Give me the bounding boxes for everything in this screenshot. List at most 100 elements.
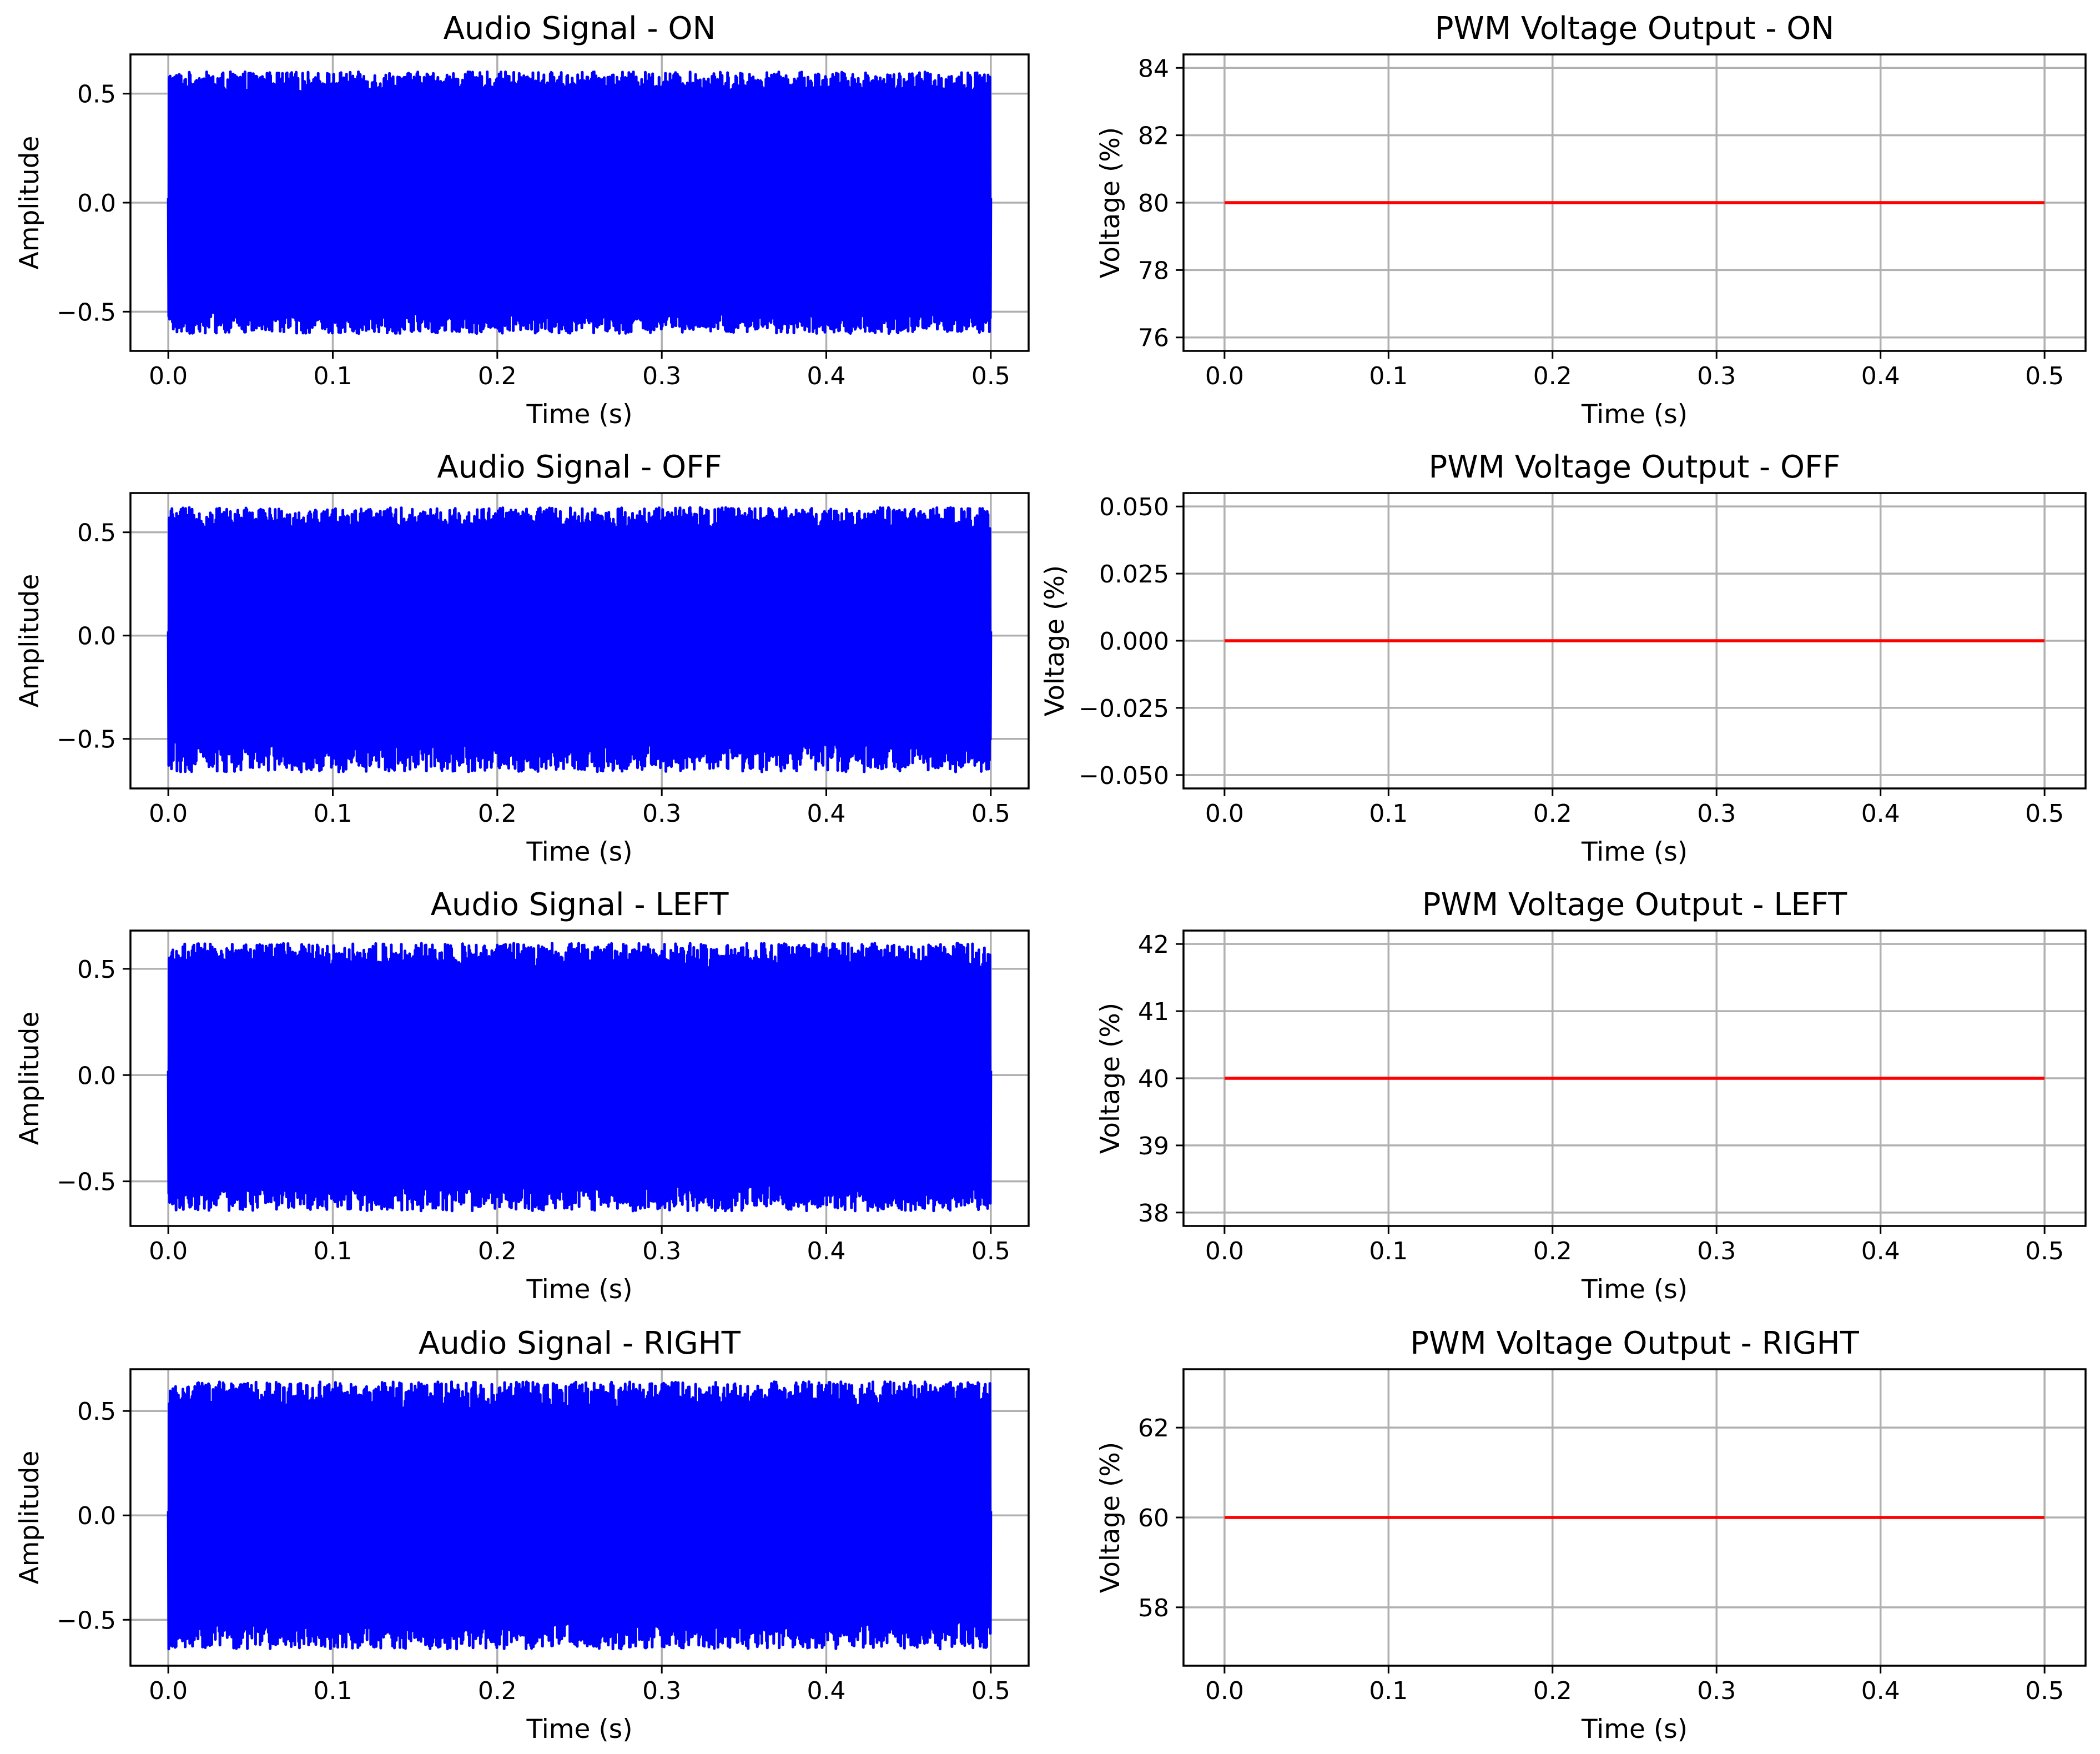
chart-6-xtick-label-2: 0.2 [1533,1237,1572,1265]
chart-2-xtick-label-0: 0.0 [1205,362,1244,390]
chart-4-xtick-label-2: 0.2 [1533,800,1572,828]
chart-2-ylabel: Voltage (%) [1095,127,1126,279]
chart-8-ylabel: Voltage (%) [1095,1442,1126,1594]
chart-3-frame [129,492,1030,790]
chart-1-title: Audio Signal - ON [444,11,716,47]
chart-1-ylabel: Amplitude [14,136,45,270]
chart-7-xtick-label-2: 0.2 [478,1677,517,1705]
chart-3-xtick-label-0: 0.0 [149,800,188,828]
chart-3-ylabel: Amplitude [14,574,45,708]
chart-4-ylabel: Voltage (%) [1040,565,1070,717]
chart-1-xlabel: Time (s) [526,399,632,430]
chart-7-ylabel: Amplitude [14,1451,45,1585]
chart-5-ylabel: Amplitude [14,1012,45,1145]
chart-3-ytick-label-0: 0.5 [77,519,116,547]
chart-6-xtick-label-3: 0.3 [1697,1237,1736,1265]
chart-7-xtick-label-5: 0.5 [971,1677,1010,1705]
chart-3-ytick-label-1: 0.0 [77,622,116,651]
chart-2-ytick-label-3: 78 [1138,257,1169,285]
chart-8-ytick-label-1: 60 [1138,1504,1169,1532]
chart-3-ytick-label-2: −0.5 [57,726,116,754]
chart-6-ytick-label-1: 41 [1138,998,1169,1026]
chart-6-xtick-label-4: 0.4 [1861,1237,1900,1265]
chart-6-title: PWM Voltage Output - LEFT [1422,887,1847,923]
chart-4-title: PWM Voltage Output - OFF [1429,449,1841,485]
chart-3-xtick-label-4: 0.4 [807,800,846,828]
chart-3-xtick-label-1: 0.1 [314,800,352,828]
chart-1-xtick-label-3: 0.3 [642,362,681,390]
chart-4-ytick-label-1: 0.025 [1099,560,1169,589]
chart-8-title: PWM Voltage Output - RIGHT [1410,1325,1859,1361]
chart-4: PWM Voltage Output - OFF 0.0 0.1 0.2 0.3 0.4 0… [1040,449,2087,867]
chart-3-xtick-label-2: 0.2 [478,800,517,828]
chart-1-xtick-label-2: 0.2 [478,362,517,390]
chart-4-xlabel: Time (s) [1581,837,1688,867]
chart-8-xlabel: Time (s) [1581,1714,1688,1745]
chart-3-xlabel: Time (s) [526,837,632,867]
chart-6-ytick-label-2: 40 [1138,1065,1169,1093]
chart-2-ytick-label-4: 76 [1138,324,1169,353]
chart-8-ytick-label-2: 58 [1138,1594,1169,1622]
chart-6-xtick-label-0: 0.0 [1205,1237,1244,1265]
chart-7-series-line [167,1380,993,1651]
chart-8-xtick-label-4: 0.4 [1861,1677,1900,1705]
chart-4-ytick-label-0: 0.050 [1099,493,1169,521]
chart-2-xtick-label-5: 0.5 [2025,362,2064,390]
chart-1-xtick-label-4: 0.4 [807,362,846,390]
chart-6-xtick-label-5: 0.5 [2025,1237,2064,1265]
chart-8-xtick-label-0: 0.0 [1205,1677,1244,1705]
chart-1-series-line [167,70,993,335]
chart-7-ytick-label-0: 0.5 [77,1398,116,1426]
chart-3: Audio Signal - OFF 0.0 0.1 0.2 0.3 0.4 0.5 0.5 0… [14,449,1030,867]
chart-1-xtick-label-0: 0.0 [149,362,188,390]
chart-5-ytick-label-1: 0.0 [77,1062,116,1090]
chart-8: PWM Voltage Output - RIGHT 0.0 0.1 0.2 0.3 0.… [1095,1325,2087,1745]
chart-5-xtick-label-0: 0.0 [149,1237,188,1265]
chart-6-xtick-label-1: 0.1 [1369,1237,1408,1265]
chart-2-ytick-label-1: 82 [1138,122,1169,150]
chart-4-ytick-label-3: −0.025 [1079,695,1169,723]
chart-3-series-line [167,506,993,773]
chart-7-xtick-label-3: 0.3 [642,1677,681,1705]
chart-1-ytick-label-0: 0.5 [77,81,116,109]
chart-2-xlabel: Time (s) [1581,399,1688,430]
chart-8-xtick-label-3: 0.3 [1697,1677,1736,1705]
chart-7-title: Audio Signal - RIGHT [419,1325,741,1361]
chart-5-xtick-label-3: 0.3 [642,1237,681,1265]
chart-4-xtick-label-1: 0.1 [1369,800,1408,828]
chart-7-xtick-label-4: 0.4 [807,1677,846,1705]
chart-2-xtick-label-2: 0.2 [1533,362,1572,390]
chart-5-title: Audio Signal - LEFT [431,887,729,923]
chart-7-frame [129,1368,1030,1667]
chart-7-xtick-label-1: 0.1 [314,1677,352,1705]
chart-6: PWM Voltage Output - LEFT 0.0 0.1 0.2 0.3 0.4… [1095,887,2087,1305]
chart-2-title: PWM Voltage Output - ON [1435,11,1834,47]
chart-2: PWM Voltage Output - ON 0.0 0.1 0.2 0.3 0.4 0.… [1095,11,2087,430]
chart-6-ylabel: Voltage (%) [1095,1003,1126,1154]
chart-1-ytick-label-1: 0.0 [77,189,116,218]
chart-5-xtick-label-1: 0.1 [314,1237,352,1265]
chart-5-series-line [167,942,993,1213]
chart-3-xtick-label-3: 0.3 [642,800,681,828]
chart-7: Audio Signal - RIGHT 0.0 0.1 0.2 0.3 0.4 0.5 0.… [14,1325,1030,1745]
chart-5-xtick-label-5: 0.5 [971,1237,1010,1265]
chart-1-xtick-label-5: 0.5 [971,362,1010,390]
chart-2-ytick-label-2: 80 [1138,189,1169,218]
chart-5-frame [129,929,1030,1227]
chart-8-xtick-label-1: 0.1 [1369,1677,1408,1705]
chart-7-xlabel: Time (s) [526,1714,632,1745]
chart-2-ytick-label-0: 84 [1138,54,1169,83]
chart-7-ytick-label-2: −0.5 [57,1606,116,1635]
chart-8-ytick-label-0: 62 [1138,1414,1169,1443]
chart-4-xtick-label-0: 0.0 [1205,800,1244,828]
chart-5-ytick-label-0: 0.5 [77,956,116,984]
chart-5: Audio Signal - LEFT 0.0 0.1 0.2 0.3 0.4 0.5 0.5… [14,887,1030,1305]
chart-1: Audio Signal - ON 0.0 0.1 0.2 0.3 0.4 0.5 0.5 0.… [14,11,1030,430]
chart-1-ytick-label-2: −0.5 [57,298,116,326]
chart-6-ytick-label-4: 38 [1138,1199,1169,1228]
chart-6-xlabel: Time (s) [1581,1274,1688,1305]
chart-2-xtick-label-1: 0.1 [1369,362,1408,390]
chart-1-xtick-label-1: 0.1 [314,362,352,390]
chart-5-xtick-label-2: 0.2 [478,1237,517,1265]
